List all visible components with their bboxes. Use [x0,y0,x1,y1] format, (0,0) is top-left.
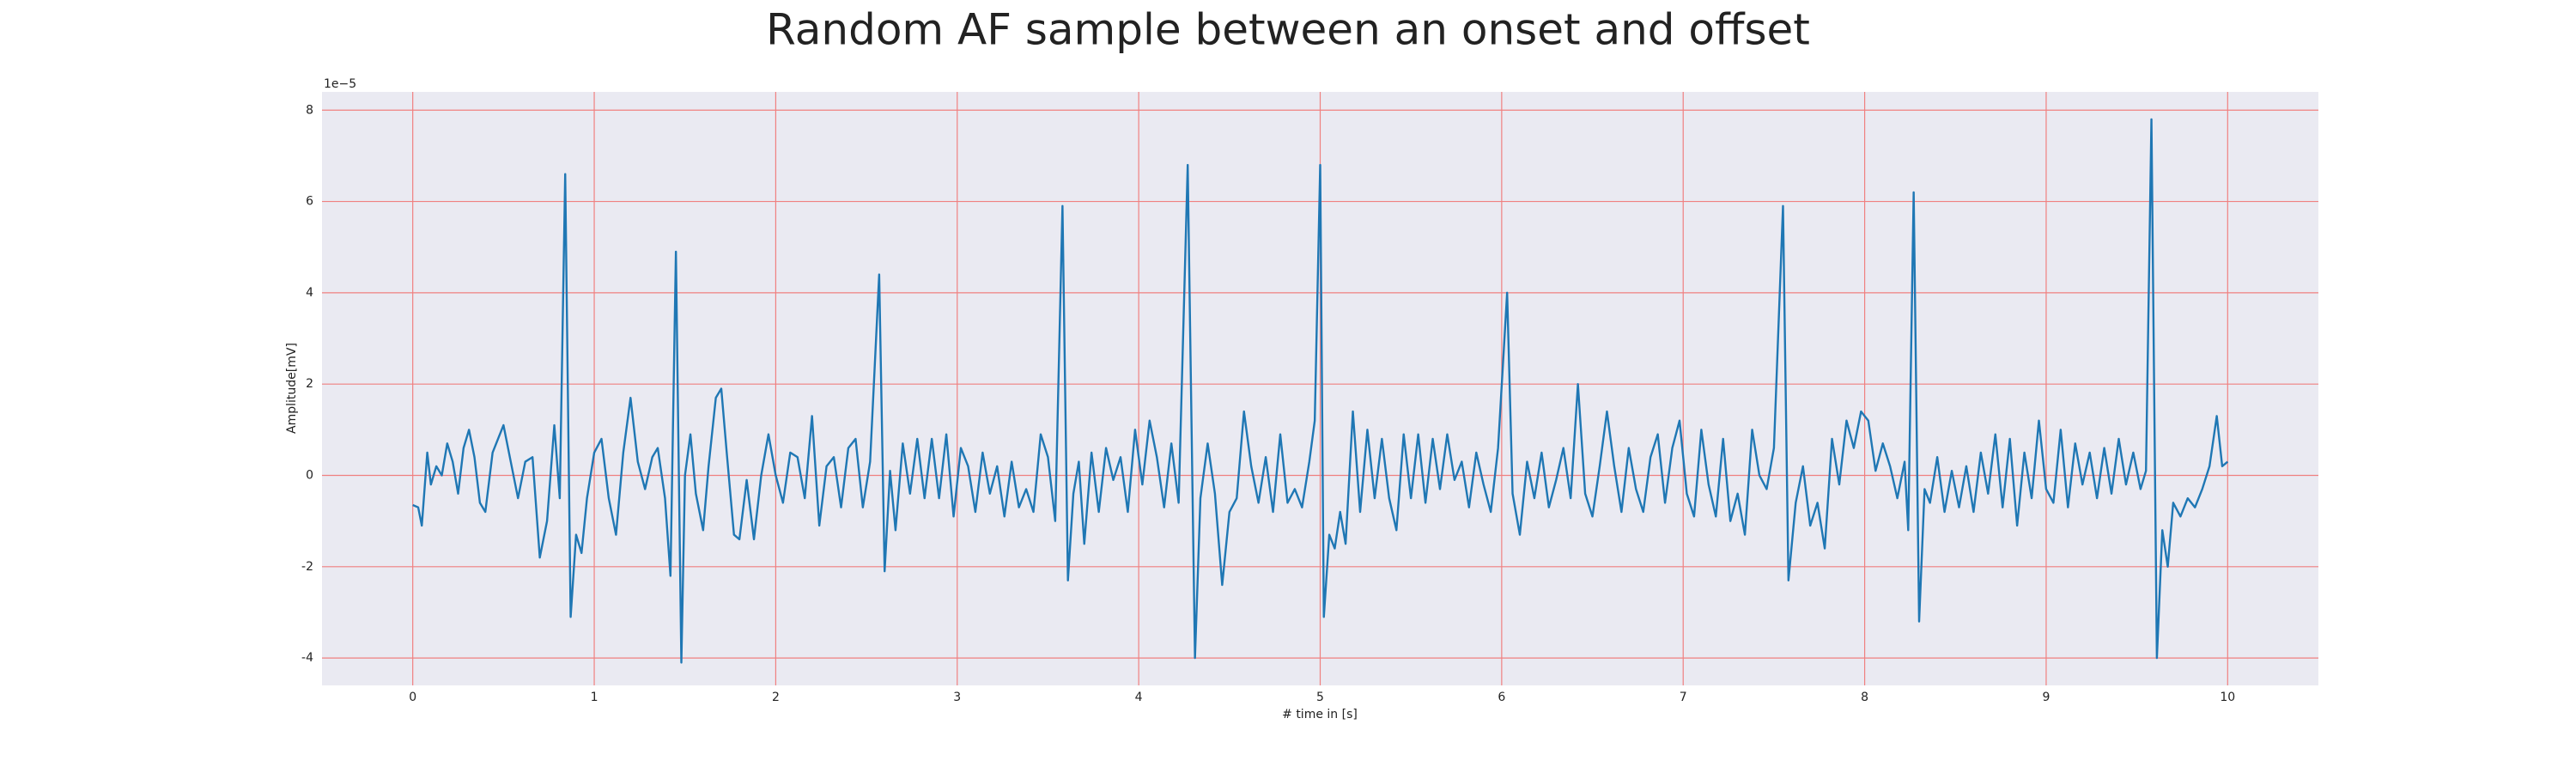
y-tick-label: -4 [301,651,313,665]
x-tick-label: 6 [1498,691,1505,704]
x-tick-label: 1 [591,691,598,704]
y-tick-label: 8 [306,103,313,117]
x-tick-label: 7 [1680,691,1687,704]
x-tick-label: 5 [1316,691,1324,704]
signal-line [412,118,2229,664]
x-tick-label: 4 [1135,691,1143,704]
y-tick-label: 4 [306,286,313,300]
x-tick-label: 10 [2220,691,2235,704]
x-axis-label: # time in [s] [1282,708,1358,721]
x-tick-label: 2 [772,691,780,704]
x-tick-label: 0 [409,691,416,704]
chart-title: Random AF sample between an onset and of… [766,5,1810,55]
grid [322,92,2318,685]
y-axis-label: Amplitude[mV] [285,343,299,434]
y-tick-label: 0 [306,468,313,482]
x-tick-label: 8 [1861,691,1868,704]
x-tick-label: 9 [2042,691,2050,704]
y-tick-label: -2 [301,560,313,574]
x-tick-label: 3 [953,691,961,704]
y-tick-label: 2 [306,377,313,391]
y-tick-label: 6 [306,195,313,209]
offset-text: 1e−5 [324,77,356,91]
plot [412,118,2229,664]
